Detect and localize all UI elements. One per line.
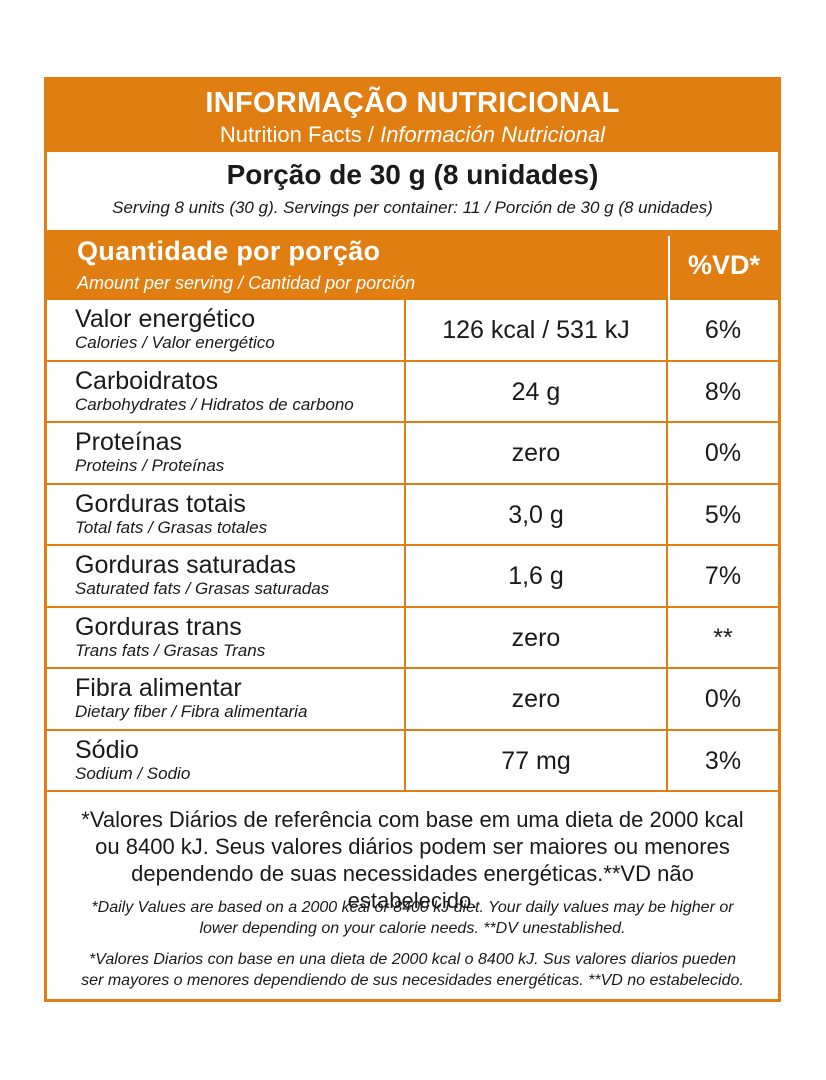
table-row: Valor energético Calories / Valor energét… (47, 300, 778, 362)
footnote-pt: *Valores Diários de referência com base … (81, 807, 744, 913)
nutrient-amount: zero (404, 669, 668, 729)
nutrient-name-translation: Dietary fiber / Fibra alimentaria (75, 702, 308, 721)
table-header: Quantidade por porção Amount per serving… (47, 230, 778, 300)
nutrient-name-translation: Carbohydrates / Hidratos de carbono (75, 394, 354, 414)
nutrient-name: Gorduras totais (75, 489, 246, 518)
header-divider (668, 236, 670, 300)
table-row: Proteínas Proteins / Proteínas zero 0% (47, 423, 778, 485)
table-row: Sódio Sodium / Sodio 77 mg 3% (47, 730, 778, 792)
nutrient-amount: 1,6 g (404, 546, 668, 606)
serving-details: Serving 8 units (30 g). Servings per con… (112, 198, 713, 217)
table-row: Carboidratos Carbohydrates / Hidratos de … (47, 361, 778, 423)
nutrient-name-cell: Gorduras totais Total fats / Grasas total… (75, 490, 395, 538)
title-sub-italic: Información Nutricional (380, 122, 606, 147)
vd-header: %VD* (687, 250, 761, 280)
footnote-en: *Daily Values are based on a 2000 kcal o… (91, 899, 734, 937)
nutrient-name-translation: Proteins / Proteínas (75, 456, 225, 475)
nutrient-name: Sódio (75, 735, 139, 764)
title-subtitle: Nutrition Facts / Información Nutriciona… (47, 122, 778, 148)
amount-header-main: Quantidade por porção (77, 236, 381, 266)
nutrient-daily-value: 3% (704, 746, 742, 775)
title-bar: INFORMAÇÃO NUTRICIONAL Nutrition Facts /… (47, 80, 778, 152)
nutrient-name: Gorduras trans (75, 612, 242, 641)
nutrient-amount: 77 mg (404, 730, 668, 790)
nutrient-daily-value: 5% (704, 500, 742, 529)
nutrient-daily-value: 0% (704, 439, 742, 467)
footnote-es: *Valores Diarios con base en una dieta d… (81, 951, 744, 989)
nutrient-name-cell: Valor energético Calories / Valor energét… (75, 305, 395, 353)
nutrient-name: Carboidratos (75, 366, 219, 395)
nutrient-table: Valor energético Calories / Valor energét… (47, 300, 778, 792)
title-main: INFORMAÇÃO NUTRICIONAL (205, 87, 620, 119)
nutrient-name-translation: Calories / Valor energético (75, 333, 275, 352)
table-row: Fibra alimentar Dietary fiber / Fibra ali… (47, 669, 778, 731)
nutrient-amount: zero (404, 423, 668, 483)
amount-header-sub: Amount per serving / Cantidad por porció… (77, 273, 416, 293)
nutrient-name-translation: Trans fats / Grasas Trans (75, 640, 266, 660)
nutrient-daily-value: 8% (704, 377, 742, 406)
footnotes: *Valores Diários de referência com base … (47, 792, 778, 999)
nutrient-amount: 126 kcal / 531 kJ (404, 300, 668, 360)
table-row: Gorduras totais Total fats / Grasas total… (47, 484, 778, 546)
nutrient-amount: 3,0 g (404, 484, 668, 544)
nutrient-name: Proteínas (75, 428, 183, 456)
table-row: Gorduras trans Trans fats / Grasas Trans z… (47, 607, 778, 669)
nutrient-daily-value: 6% (704, 316, 742, 344)
nutrient-name-cell: Proteínas Proteins / Proteínas (75, 428, 395, 476)
nutrient-daily-value: 0% (704, 685, 742, 713)
nutrient-name: Valor energético (75, 305, 256, 333)
title-sub-plain: Nutrition Facts / (219, 122, 381, 147)
table-row: Gorduras saturadas Saturated fats / Grasa… (47, 546, 778, 608)
nutrient-name-translation: Total fats / Grasas totales (75, 517, 268, 537)
nutrient-name-translation: Saturated fats / Grasas saturadas (75, 579, 330, 598)
nutrition-facts-label: INFORMAÇÃO NUTRICIONAL Nutrition Facts /… (44, 77, 781, 1002)
nutrient-name-cell: Carboidratos Carbohydrates / Hidratos de … (75, 367, 395, 415)
nutrient-daily-value: 7% (704, 562, 742, 590)
nutrient-name-cell: Gorduras saturadas Saturated fats / Grasa… (75, 551, 395, 599)
serving-size: Porção de 30 g (8 unidades) (226, 159, 599, 190)
nutrient-name-cell: Gorduras trans Trans fats / Grasas Trans (75, 613, 395, 661)
nutrient-amount: 24 g (404, 361, 668, 421)
nutrient-name-cell: Fibra alimentar Dietary fiber / Fibra ali… (75, 674, 395, 722)
nutrient-name: Gorduras saturadas (75, 551, 296, 579)
serving-section: Porção de 30 g (8 unidades) Serving 8 un… (47, 152, 778, 230)
nutrient-amount: zero (404, 607, 668, 667)
amount-header: Quantidade por porção Amount per serving… (47, 230, 668, 300)
nutrient-name: Fibra alimentar (75, 674, 242, 702)
nutrient-daily-value: ** (713, 623, 733, 652)
nutrient-name-translation: Sodium / Sodio (75, 763, 191, 783)
nutrient-name-cell: Sódio Sodium / Sodio (75, 736, 395, 784)
